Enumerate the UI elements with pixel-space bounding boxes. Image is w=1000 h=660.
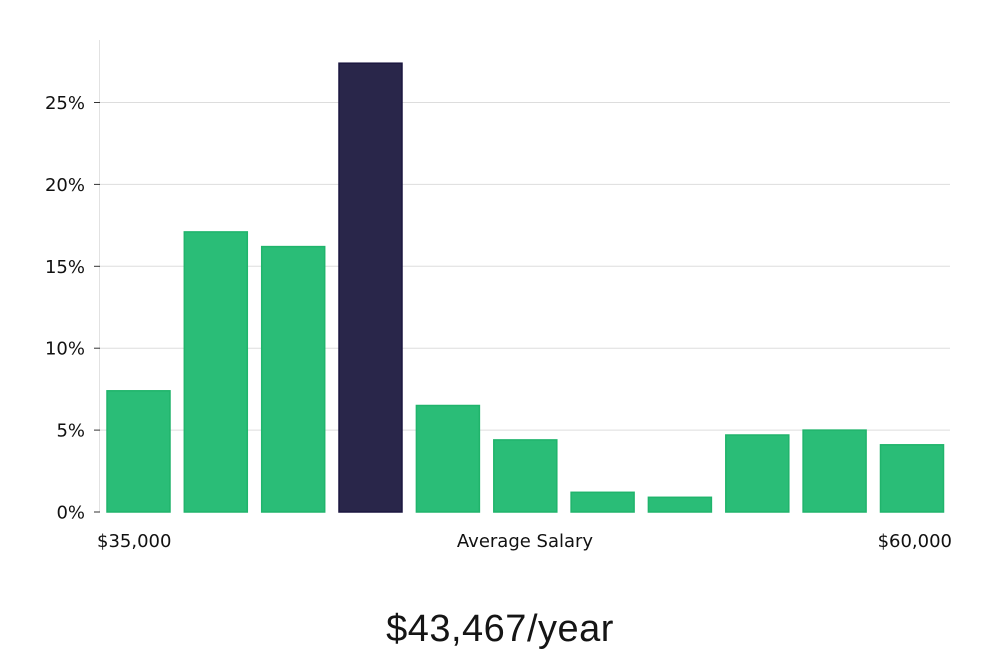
bar (106, 390, 171, 513)
y-tick-label: 5% (56, 421, 85, 442)
x-range-min-label: $35,000 (97, 531, 171, 552)
x-range-max-label: $60,000 (878, 531, 952, 552)
y-tick-labels: 0% 5% 10% 15% 20% 25% (45, 93, 100, 524)
y-tick-label: 0% (56, 503, 85, 524)
salary-histogram-chart: 0%5%10%15%20%25% $35,000 Average Salary … (45, 40, 952, 552)
bar (183, 231, 249, 513)
x-axis-title: Average Salary (457, 531, 594, 552)
bar (802, 429, 867, 513)
bars (106, 62, 945, 513)
y-tick-label: 15% (45, 257, 85, 278)
y-tick-label: 25% (45, 93, 85, 114)
bar (260, 245, 326, 513)
bar (570, 491, 635, 513)
bar (493, 439, 558, 513)
bar-highlighted (338, 62, 403, 513)
y-tick-label: 20% (45, 175, 85, 196)
bar (725, 434, 790, 513)
bar (647, 496, 713, 513)
y-tick-label: 10% (45, 339, 85, 360)
bar (879, 444, 945, 513)
bar (415, 404, 481, 513)
average-salary-value: $43,467/year (386, 608, 614, 650)
